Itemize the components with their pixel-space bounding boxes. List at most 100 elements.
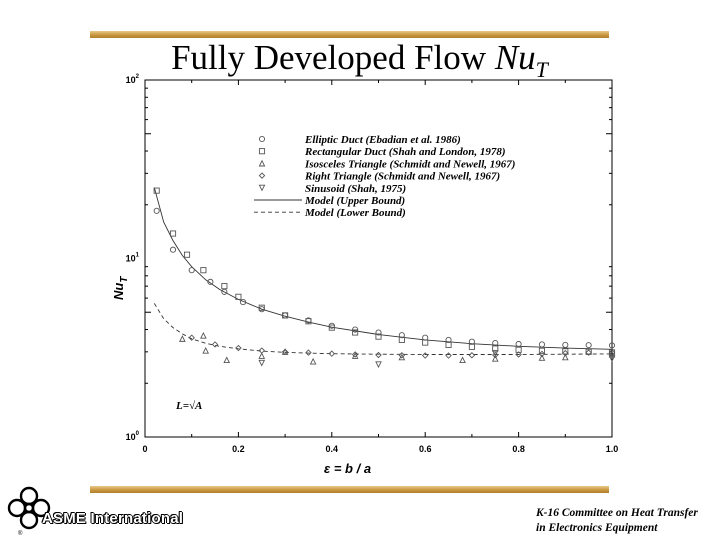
data-point-square bbox=[169, 230, 177, 237]
x-tick-label: 0 bbox=[142, 444, 147, 454]
svg-text:®: ® bbox=[18, 530, 23, 536]
x-tick-label: 0.4 bbox=[326, 444, 339, 454]
data-point-square bbox=[258, 304, 265, 311]
data-point-diamond bbox=[515, 351, 522, 358]
data-point-triangle-down bbox=[491, 350, 499, 357]
data-point-diamond bbox=[188, 334, 195, 341]
model-curves bbox=[153, 187, 613, 355]
data-point-triangle-down bbox=[258, 184, 266, 192]
data-point-circle bbox=[585, 342, 592, 349]
data-point-triangle-up bbox=[459, 356, 466, 364]
data-point-diamond bbox=[258, 172, 266, 179]
data-point-circle bbox=[258, 135, 266, 143]
data-point-circle bbox=[562, 341, 569, 348]
data-point-diamond bbox=[562, 349, 569, 357]
data-point-square bbox=[375, 333, 382, 340]
data-point-square bbox=[422, 339, 429, 346]
data-point-circle bbox=[398, 332, 405, 339]
y-tick-label: 102 bbox=[126, 74, 140, 85]
data-point-circle bbox=[153, 207, 160, 214]
x-tick-label: 0.2 bbox=[232, 444, 245, 454]
legend-entry-label: Model (Lower Bound) bbox=[304, 207, 406, 219]
x-tick-label: 0.8 bbox=[512, 444, 525, 454]
data-point-circle bbox=[608, 342, 616, 349]
data-point-diamond bbox=[305, 349, 312, 356]
title-subscript: T bbox=[535, 57, 548, 82]
bottom-gold-bar bbox=[90, 486, 609, 493]
legend-entry-label: Right Triangle (Schmidt and Newell, 1967… bbox=[304, 171, 500, 183]
data-point-diamond bbox=[258, 347, 265, 354]
legend: Elliptic Duct (Ebadian et al. 1986)Recta… bbox=[254, 134, 515, 219]
legend-entry-label: Model (Upper Bound) bbox=[304, 195, 405, 207]
data-point-square bbox=[258, 148, 266, 155]
y-axis-label-main: Nu bbox=[111, 283, 126, 300]
data-point-square bbox=[562, 348, 569, 355]
x-axis-label: ε = b / a bbox=[324, 461, 371, 476]
data-point-triangle-up bbox=[202, 346, 210, 354]
legend-entry-label: Isosceles Triangle (Schmidt and Newell, … bbox=[304, 158, 515, 170]
top-gold-bar bbox=[90, 31, 609, 38]
data-point-square bbox=[282, 312, 289, 319]
data-point-square bbox=[445, 341, 452, 348]
committee-line-1: K-16 Committee on Heat Transfer bbox=[536, 507, 698, 519]
data-points bbox=[153, 187, 616, 369]
x-tick-label: 1.0 bbox=[606, 444, 619, 454]
plot-annotation: L=√A bbox=[175, 400, 202, 412]
asme-logo-icon: ® bbox=[7, 486, 51, 536]
data-point-square bbox=[221, 283, 228, 290]
data-point-triangle-up bbox=[223, 356, 231, 364]
data-point-triangle-up bbox=[281, 348, 289, 355]
data-point-triangle-down bbox=[608, 355, 616, 363]
data-point-triangle-up bbox=[538, 354, 546, 361]
data-point-diamond bbox=[492, 351, 499, 359]
data-point-circle bbox=[538, 341, 546, 348]
data-point-circle bbox=[188, 267, 195, 274]
data-point-triangle-up bbox=[309, 357, 317, 365]
data-point-diamond bbox=[281, 348, 289, 356]
data-point-square bbox=[538, 347, 545, 354]
axis-ticks: 0 0.2 0.4 0.6 0.8 1.0 100 101 102 bbox=[126, 74, 619, 454]
data-point-square bbox=[468, 343, 475, 350]
data-point-diamond bbox=[398, 352, 406, 359]
data-point-triangle-up bbox=[179, 335, 186, 342]
data-point-diamond bbox=[538, 350, 546, 358]
data-point-triangle-down bbox=[258, 359, 266, 367]
data-point-triangle-up bbox=[398, 353, 406, 361]
data-point-circle bbox=[221, 288, 228, 295]
data-point-circle bbox=[207, 278, 214, 285]
data-point-diamond bbox=[211, 341, 219, 348]
x-tick-label: 0.6 bbox=[419, 444, 432, 454]
data-point-triangle-up bbox=[258, 159, 266, 167]
data-point-circle bbox=[169, 246, 177, 253]
y-tick-label: 101 bbox=[126, 253, 140, 264]
org-name: ASME International bbox=[42, 510, 184, 527]
data-point-square bbox=[492, 345, 499, 352]
y-axis-label-sub: T bbox=[119, 276, 130, 283]
data-point-triangle-up bbox=[491, 354, 499, 362]
model-lower-bound-line bbox=[153, 303, 613, 355]
data-point-diamond bbox=[468, 352, 476, 359]
legend-entry-label: Sinusoid (Shah, 1975) bbox=[305, 183, 406, 195]
data-point-square bbox=[153, 187, 160, 194]
data-point-triangle-up bbox=[608, 350, 616, 358]
data-point-diamond bbox=[351, 351, 359, 358]
legend-entry-label: Rectangular Duct (Shah and London, 1978) bbox=[304, 146, 505, 158]
slide-title: Fully Developed Flow NuT bbox=[0, 38, 719, 90]
data-point-circle bbox=[375, 329, 382, 336]
data-point-diamond bbox=[375, 351, 382, 359]
model-upper-bound-line bbox=[153, 187, 613, 350]
committee-credit: K-16 Committee on Heat Transfer in Elect… bbox=[536, 506, 698, 536]
legend-entry-label: Elliptic Duct (Ebadian et al. 1986) bbox=[304, 134, 461, 146]
data-point-circle bbox=[240, 299, 247, 306]
data-point-square bbox=[585, 348, 592, 355]
committee-line-2: in Electronics Equipment bbox=[536, 522, 658, 534]
data-point-triangle-up bbox=[258, 352, 266, 359]
data-point-triangle-down bbox=[375, 361, 382, 369]
data-point-square bbox=[183, 251, 191, 258]
y-axis-label: NuT bbox=[111, 276, 130, 300]
data-point-diamond bbox=[235, 344, 242, 352]
data-point-square bbox=[352, 329, 359, 336]
data-point-circle bbox=[515, 340, 522, 348]
data-point-triangle-up bbox=[200, 331, 207, 339]
